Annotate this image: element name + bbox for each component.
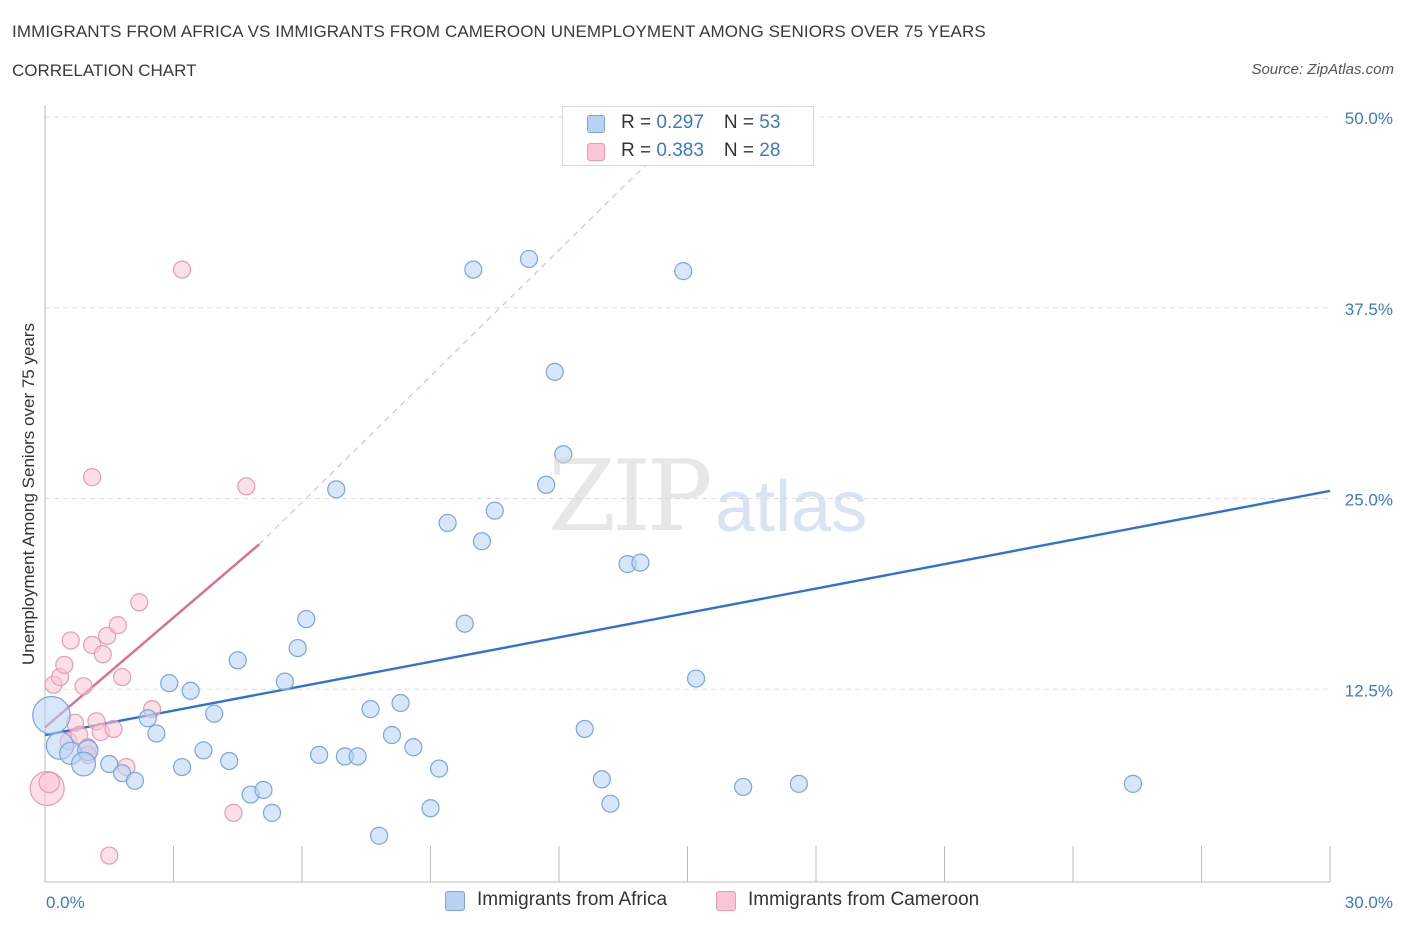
africa-point (370, 826, 389, 845)
legend-text-africa: R = 0.297 N = 53 (621, 112, 781, 133)
africa-point (455, 614, 474, 633)
africa-point (361, 699, 380, 719)
africa-point (71, 751, 97, 777)
africa-point (262, 803, 282, 822)
y-tick-label: 37.5% (1345, 300, 1393, 319)
africa-point (32, 695, 71, 735)
grid-lines (45, 116, 1330, 690)
africa-point (674, 262, 693, 281)
bottom-legend-swatch-cameroon (716, 891, 736, 911)
africa-point (404, 738, 423, 757)
africa-point (310, 745, 329, 764)
africa-point (138, 709, 157, 728)
africa-point (100, 754, 119, 774)
africa-point (205, 704, 224, 723)
cameroon-point (130, 593, 149, 612)
cameroon-trend-line (44, 543, 260, 729)
africa-point (125, 771, 145, 790)
africa-point (194, 741, 213, 760)
cameroon-point (104, 719, 123, 739)
africa-point (686, 669, 706, 688)
cameroon-point (55, 655, 74, 674)
watermark-zip: ZIP (548, 440, 713, 554)
africa-point (147, 724, 166, 743)
axes (44, 105, 1331, 883)
y-tick-label: 12.5% (1345, 681, 1393, 700)
cameroon-point (61, 631, 80, 650)
correlation-legend: R = 0.297 N = 53 R = 0.383 N = 28 (562, 106, 814, 166)
africa-point (181, 681, 200, 700)
cameroon-point (83, 468, 102, 487)
africa-point (554, 445, 573, 464)
africa-point (472, 532, 491, 551)
trend-lines (44, 131, 1331, 737)
africa-point (438, 513, 457, 533)
africa-point (734, 777, 753, 797)
cameroon-point (93, 645, 112, 664)
x-tick-label-min: 0.0% (46, 893, 85, 912)
bottom-legend-swatch-africa (445, 891, 465, 911)
africa-point (172, 757, 192, 777)
legend-n-cameroon: 28 (759, 140, 781, 161)
africa-point (160, 674, 179, 693)
africa-point (575, 719, 594, 739)
africa-point (220, 751, 239, 771)
cameroon-point (112, 667, 132, 687)
africa-point (592, 770, 611, 789)
africa-point (297, 609, 316, 629)
cameroon-point (100, 846, 119, 865)
africa-point (601, 794, 620, 813)
y-tick-label: 50.0% (1345, 109, 1393, 128)
africa-point (382, 725, 402, 745)
africa-point (391, 693, 410, 713)
x-tick-label-max: 30.0% (1345, 893, 1393, 912)
africa-point (421, 799, 440, 818)
cameroon-point (172, 260, 192, 279)
legend-r-cameroon: 0.383 (656, 140, 704, 161)
africa-point (537, 475, 556, 494)
legend-swatch-africa (587, 115, 605, 133)
africa-point (631, 553, 650, 572)
africa-point (228, 651, 247, 670)
africa-point (275, 672, 294, 691)
africa-point (485, 501, 504, 520)
legend-r-africa: 0.297 (656, 112, 704, 133)
africa-point (545, 362, 564, 381)
chart-subtitle: CORRELATION CHART (12, 61, 197, 80)
cameroon-point (224, 803, 243, 822)
africa-point (327, 480, 346, 499)
tick-labels: 12.5% 25.0% 37.5% 50.0% 0.0% 30.0% Unemploymen… (19, 109, 1393, 912)
source-credit: Source: ZipAtlas.com (1251, 61, 1394, 78)
chart-title: IMMIGRANTS FROM AFRICA VS IMMIGRANTS FRO… (12, 22, 986, 41)
africa-point (1123, 774, 1143, 793)
africa-point (348, 747, 367, 766)
africa-point (288, 638, 307, 658)
y-tick-label: 25.0% (1345, 491, 1393, 510)
cameroon-point (108, 616, 127, 635)
cameroon-point (98, 626, 117, 645)
data-points (29, 249, 1143, 865)
africa-point (429, 759, 449, 778)
legend-n-africa: 53 (759, 112, 781, 133)
bottom-legend-label-cameroon: Immigrants from Cameroon (748, 889, 980, 910)
africa-point (789, 774, 808, 793)
bottom-legend-label-africa: Immigrants from Africa (477, 889, 668, 910)
africa-trend-line (44, 489, 1331, 737)
legend-swatch-cameroon (587, 143, 605, 161)
watermark-atlas: atlas (715, 467, 868, 547)
legend-text-cameroon: R = 0.383 N = 28 (621, 140, 781, 161)
africa-point (254, 780, 273, 800)
y-axis-label: Unemployment Among Seniors over 75 years (19, 323, 38, 665)
cameroon-point (38, 771, 61, 794)
africa-point (519, 249, 539, 269)
africa-point (464, 260, 483, 279)
cameroon-point (237, 477, 256, 496)
cameroon-point (74, 677, 93, 696)
